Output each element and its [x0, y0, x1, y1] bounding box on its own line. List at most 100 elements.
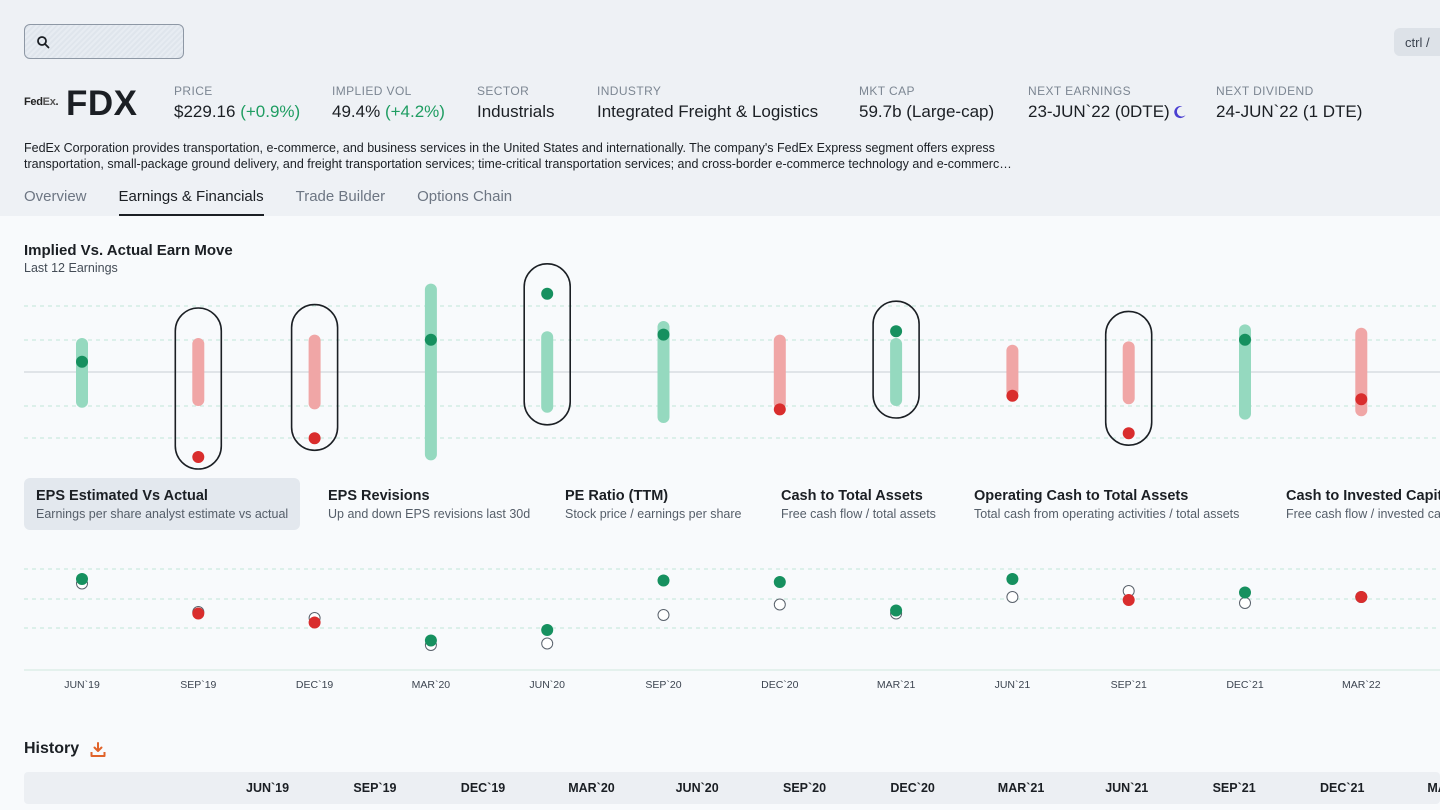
eps-actual-point — [308, 616, 321, 629]
stat-label: IMPLIED VOL — [332, 84, 412, 98]
exceeded-highlight — [174, 307, 223, 470]
eps-actual-point — [1239, 586, 1251, 599]
actual-move-point — [424, 333, 437, 346]
actual-move-point — [1006, 389, 1019, 402]
eps-actual-point — [1006, 573, 1019, 585]
x-tick-label: JUN`21 — [995, 679, 1031, 691]
eps-actual-point — [773, 576, 786, 588]
exceeded-highlight — [872, 300, 920, 419]
exceeded-highlight — [523, 262, 572, 426]
eps-actual-point — [192, 607, 205, 620]
actual-move-point — [1239, 333, 1251, 346]
earn-move-subtitle: Last 12 Earnings — [24, 261, 118, 275]
actual-move-point — [76, 355, 88, 368]
implied-move-bar — [541, 331, 554, 413]
metric-tab-pe-ratio[interactable]: PE Ratio (TTM) Stock price / earnings pe… — [553, 478, 753, 530]
stat-value: Industrials — [477, 102, 555, 121]
history-title: History — [24, 740, 80, 757]
stat-next-earnings: NEXT EARNINGS 23-JUN`22 (0DTE) — [1028, 84, 1187, 122]
eps-actual-point — [657, 574, 670, 587]
metric-tab-title: Cash to Invested Capital — [1286, 488, 1440, 504]
history-column-header: DEC`21 — [1320, 781, 1365, 795]
tab-trade-builder[interactable]: Trade Builder — [295, 188, 386, 205]
metric-tab-cash-to-invested-capital[interactable]: Cash to Invested Capital Free cash flow … — [1274, 478, 1440, 530]
history-table-header: JUN`19 SEP`19 DEC`19 MAR`20 JUN`20 SEP`20 DEC`… — [24, 772, 1440, 804]
metric-tab-operating-cash-to-total-assets[interactable]: Operating Cash to Total Assets Total cas… — [962, 478, 1251, 530]
actual-move-point — [657, 328, 670, 341]
stat-label: MKT CAP — [859, 84, 915, 98]
history-column-header: JUN`20 — [675, 781, 719, 795]
stat-price: PRICE $229.16 (+0.9%) — [174, 84, 300, 122]
stat-value: 23-JUN`22 (0DTE) — [1028, 102, 1170, 121]
actual-move-point — [890, 325, 903, 338]
metric-tab-subtitle: Total cash from operating activities / t… — [974, 507, 1240, 521]
eps-estimate-point — [1006, 591, 1019, 603]
actual-move-point — [1355, 393, 1368, 406]
eps-actual-point — [541, 624, 554, 636]
eps-estimate-point — [657, 609, 670, 621]
metric-tab-bar: EPS Estimated Vs Actual Earnings per sha… — [24, 478, 1440, 530]
history-column-header: DEC`19 — [460, 781, 506, 795]
stat-mkt-cap: MKT CAP 59.7b (Large-cap) — [859, 84, 994, 122]
metric-tab-subtitle: Up and down EPS revisions last 30d — [328, 507, 531, 521]
metric-tab-subtitle: Earnings per share analyst estimate vs a… — [36, 507, 289, 521]
stat-value: 24-JUN`22 (1 DTE) — [1216, 102, 1363, 121]
x-tick-label: SEP`21 — [1111, 679, 1147, 691]
implied-move-bar — [890, 338, 903, 406]
implied-move-bar — [1006, 344, 1019, 398]
stat-next-dividend: NEXT DIVIDEND 24-JUN`22 (1 DTE) — [1216, 84, 1362, 122]
actual-move-point — [541, 287, 554, 300]
stat-value: 49.4% — [332, 102, 381, 121]
stat-value: $229.16 — [174, 102, 236, 121]
x-tick-label: SEP`20 — [645, 679, 681, 691]
history-column-header: SEP`20 — [783, 781, 827, 795]
download-icon[interactable] — [90, 742, 106, 758]
history-column-header: JUN`19 — [246, 781, 290, 795]
implied-move-bar — [192, 338, 205, 406]
stat-change: (+4.2%) — [384, 102, 445, 121]
stat-value: Integrated Freight & Logistics — [597, 102, 819, 121]
implied-move-bar — [308, 334, 321, 410]
company-description: FedEx Corporation provides transportatio… — [24, 141, 1012, 171]
x-tick-label: DEC`19 — [296, 679, 334, 691]
metric-tab-cash-to-total-assets[interactable]: Cash to Total Assets Free cash flow / to… — [769, 478, 948, 530]
actual-move-point — [773, 403, 786, 416]
ticker-symbol: FDX — [66, 84, 138, 123]
eps-actual-point — [76, 573, 88, 585]
tab-options-chain[interactable]: Options Chain — [417, 188, 513, 205]
implied-move-bar — [424, 283, 437, 461]
metric-tab-subtitle: Free cash flow / total assets — [781, 507, 936, 521]
history-column-header: DEC`20 — [890, 781, 935, 795]
implied-move-bar — [773, 334, 786, 410]
metric-tab-title: PE Ratio (TTM) — [565, 488, 669, 504]
implied-move-bar — [1122, 341, 1135, 405]
exceeded-highlight — [290, 303, 339, 452]
metric-tab-eps-revisions[interactable]: EPS Revisions Up and down EPS revisions … — [316, 478, 542, 530]
x-tick-label: MAR`22 — [1342, 679, 1381, 691]
exceeded-highlight — [1104, 310, 1153, 447]
implied-move-bar — [76, 338, 88, 408]
stat-label: SECTOR — [477, 84, 530, 98]
x-tick-label: SEP`19 — [180, 679, 216, 691]
eps-actual-point — [890, 604, 903, 617]
stat-implied-vol: IMPLIED VOL 49.4% (+4.2%) — [332, 84, 445, 122]
implied-move-bar — [1239, 324, 1251, 420]
history-column-header: MAR`20 — [568, 781, 615, 795]
stat-sector: SECTOR Industrials — [477, 84, 554, 122]
metric-tab-eps-estimated-vs-actual[interactable]: EPS Estimated Vs Actual Earnings per sha… — [24, 478, 301, 530]
eps-actual-point — [1122, 594, 1135, 606]
stat-label: NEXT EARNINGS — [1028, 84, 1131, 98]
actual-move-point — [1122, 427, 1135, 440]
earnings-charts: JUN`19 SEP`19 DEC`19 MAR`20 JUN`20 SEP`20 DEC`… — [24, 262, 1440, 691]
history-column-header: SEP`19 — [353, 781, 397, 795]
history-column-header: SEP`21 — [1212, 781, 1256, 795]
eps-estimate-point — [1239, 597, 1251, 609]
x-tick-label: DEC`21 — [1226, 679, 1264, 691]
tab-overview[interactable]: Overview — [24, 188, 87, 205]
tab-earnings-financials[interactable]: Earnings & Financials — [118, 188, 264, 216]
implied-move-bar — [657, 321, 670, 423]
company-logo: FedEx. — [24, 96, 59, 108]
search-input[interactable] — [24, 24, 184, 59]
eps-estimate-point — [773, 598, 786, 611]
metric-tab-title: EPS Estimated Vs Actual — [36, 488, 208, 504]
